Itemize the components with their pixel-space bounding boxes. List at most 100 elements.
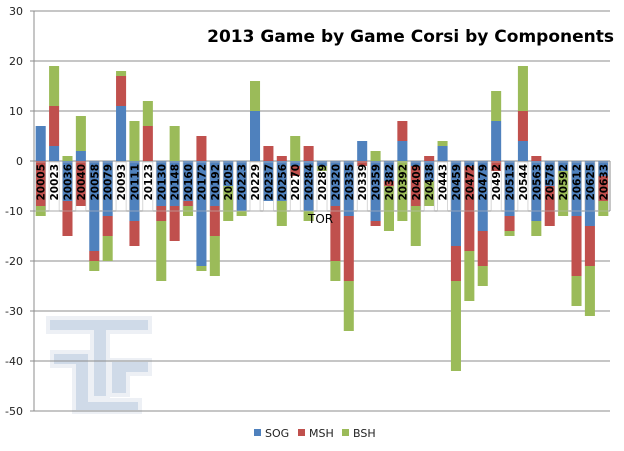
legend-swatch-bsh (342, 429, 349, 436)
bar-msh-negative (357, 161, 368, 166)
category-label-box (142, 161, 154, 212)
category-label: 20563 (531, 164, 543, 201)
category-label: 20237 (263, 164, 275, 201)
bar-sog-negative (584, 161, 595, 226)
y-tick-label: -50 (5, 405, 23, 418)
category-label-box (464, 161, 475, 212)
bar-msh-positive (263, 146, 274, 161)
bar-bsh-positive (62, 156, 73, 161)
category-label: 20058 (89, 164, 101, 201)
category-label: 20040 (76, 164, 88, 201)
bar-sog-positive (49, 146, 60, 161)
category-label: 20612 (572, 164, 584, 201)
chart-title: 2013 Game by Game Corsi by Components (207, 27, 614, 47)
bar-sog-negative (129, 161, 140, 221)
bar-msh-negative (35, 161, 46, 206)
category-label: 20544 (518, 164, 530, 201)
category-label-box (504, 161, 515, 212)
category-label-box (316, 161, 328, 212)
bar-sog-negative (504, 161, 515, 216)
bar-msh-negative (290, 166, 301, 176)
category-label-box (597, 161, 609, 212)
bar-sog-negative (383, 161, 394, 181)
category-label-box (343, 161, 355, 212)
category-label-box (383, 161, 395, 212)
category-label-box (370, 161, 381, 212)
bar-msh-negative (491, 161, 502, 171)
category-label: 20130 (156, 164, 168, 201)
category-label: 20023 (49, 164, 61, 201)
bar-bsh-negative (464, 251, 475, 301)
bar-msh-positive (303, 146, 314, 161)
category-label-box (571, 161, 582, 212)
bar-bsh-positive (116, 71, 127, 76)
bar-sog-positive (35, 126, 46, 161)
bar-sog-positive (437, 146, 448, 161)
category-label: 20289 (317, 164, 329, 201)
category-label: 20409 (411, 164, 423, 201)
y-axis: 30 20 10 0 -10 -20 -30 -40 -50 (5, 5, 611, 418)
bar-msh-negative (504, 216, 515, 231)
bar-sog-positive (250, 111, 261, 161)
bar-msh-positive (397, 121, 408, 141)
category-label-box (289, 161, 301, 212)
category-label: 20438 (424, 164, 436, 201)
bar-sog-negative (450, 161, 461, 246)
bar-bsh-positive (517, 66, 528, 111)
bar-sog-negative (303, 161, 314, 211)
bar-sog-negative (598, 161, 609, 176)
category-label-box (517, 161, 529, 212)
category-label: 20359 (371, 164, 383, 201)
bar-bsh-negative (584, 266, 595, 316)
category-label: 20633 (598, 164, 610, 201)
category-label-box (531, 161, 542, 212)
y-tick-label: -10 (5, 205, 23, 218)
category-label-box (330, 161, 341, 212)
bar-sog-positive (75, 151, 86, 161)
bar-sog-positive (357, 141, 368, 161)
bar-sog-negative (290, 161, 301, 166)
bar-sog-negative (223, 161, 234, 186)
category-label-box (222, 161, 234, 212)
bar-sog-negative (236, 161, 247, 211)
category-label: 20256 (277, 164, 289, 201)
category-label: 20443 (438, 164, 450, 201)
bar-msh-negative (598, 176, 609, 201)
bar-bsh-negative (558, 171, 569, 216)
y-tick-label: 10 (9, 105, 23, 118)
legend-swatch-msh (298, 429, 305, 436)
bar-bsh-positive (129, 121, 140, 161)
category-label-box (263, 161, 274, 212)
bar-bsh-positive (250, 81, 261, 111)
category-label-box (544, 161, 556, 212)
bar-bsh-positive (437, 141, 448, 146)
category-label-box (584, 161, 596, 212)
bar-bsh-negative (156, 221, 167, 281)
category-label: 20123 (143, 164, 155, 201)
bar-bsh-negative (397, 161, 408, 221)
bar-bsh-positive (491, 91, 502, 121)
legend-swatch-sog (254, 429, 261, 436)
category-label-box (209, 161, 221, 212)
bar-sog-negative (156, 161, 167, 206)
category-label: 20205 (223, 164, 235, 201)
bar-sog-negative (544, 161, 555, 186)
bar-bsh-negative (410, 206, 421, 246)
category-label-box (437, 161, 448, 212)
bar-msh-negative (450, 246, 461, 281)
bar-bsh-positive (290, 136, 301, 161)
bar-msh-negative (183, 201, 194, 206)
bar-msh-positive (531, 156, 542, 161)
category-label-box (410, 161, 422, 212)
annotation-tor: TOR (307, 212, 333, 226)
category-label: 20172 (196, 164, 208, 201)
bar-sog-negative (370, 161, 381, 221)
category-label-box (196, 161, 207, 212)
bar-bsh-negative (531, 221, 542, 236)
bar-sog-positive (517, 141, 528, 161)
bar-bsh-negative (209, 236, 220, 276)
bar-sog-negative (263, 161, 274, 201)
bar-msh-negative (330, 206, 341, 261)
bar-sog-negative (316, 161, 328, 166)
bar-sog-negative (477, 161, 488, 231)
